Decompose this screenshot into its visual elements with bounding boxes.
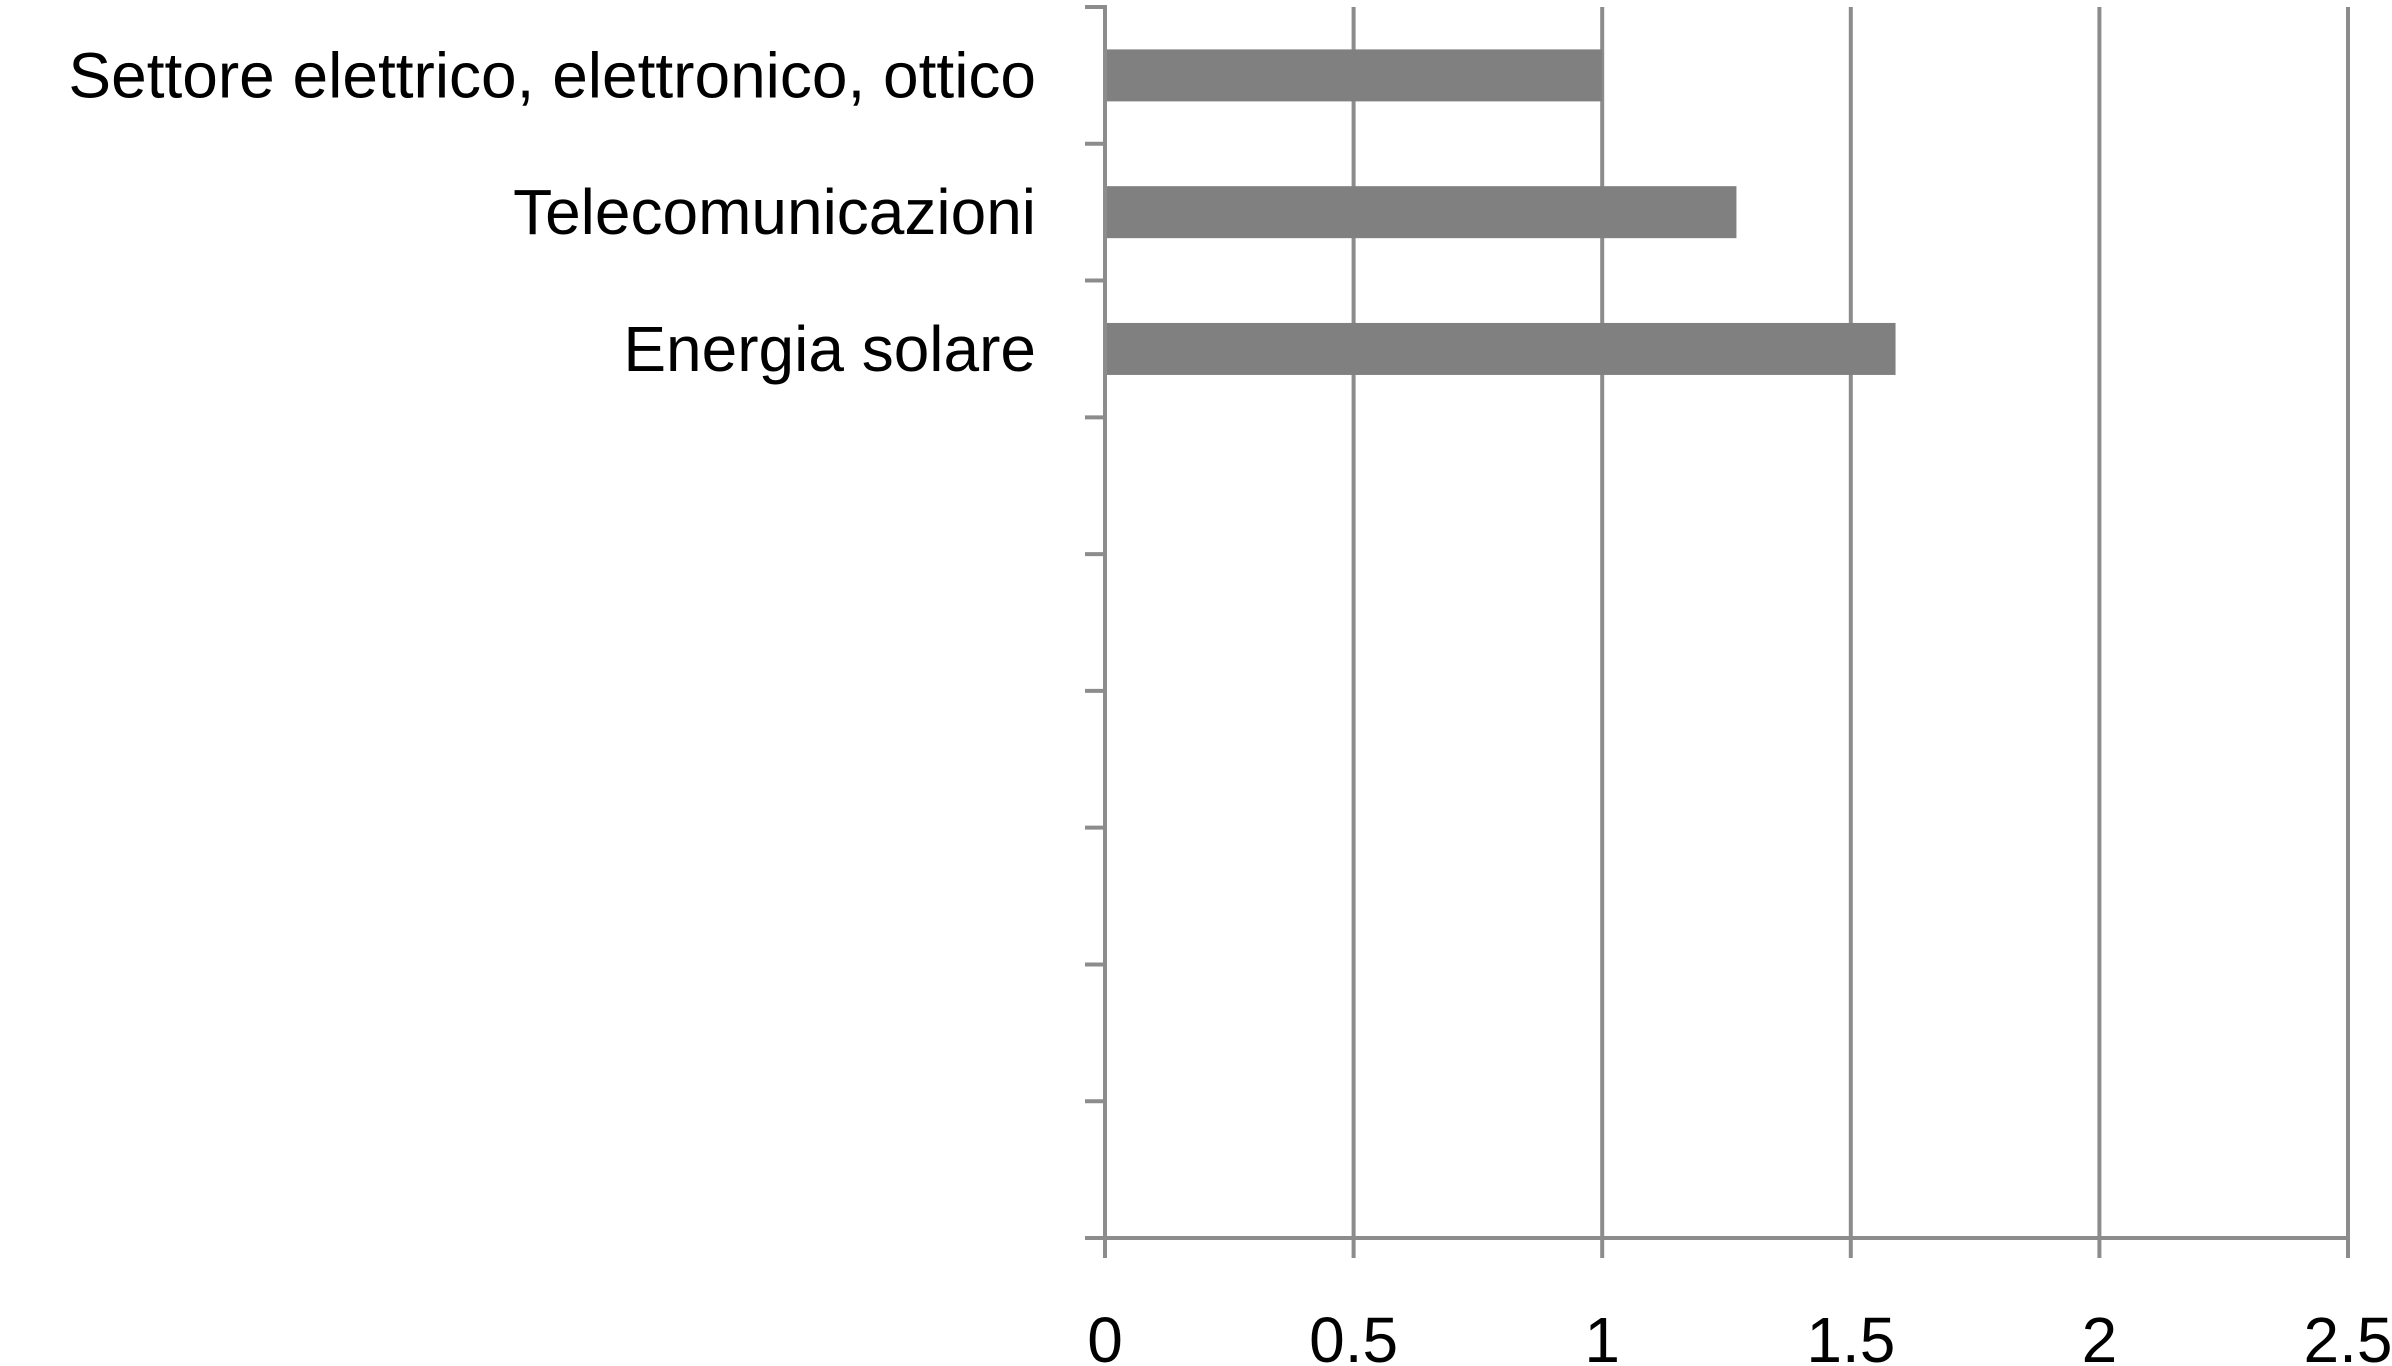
bar <box>1105 49 1603 102</box>
category-label: Telecomunicazioni <box>513 176 1036 248</box>
bars <box>1105 49 1896 375</box>
axes <box>1085 5 2350 1258</box>
x-tick-label: 1 <box>1584 1304 1620 1366</box>
x-tick-label: 2.5 <box>2304 1304 2392 1366</box>
bar <box>1105 186 1737 239</box>
labels: 0 0.5 1 1.5 2 2.5 Settore elettrico, elettroni… <box>68 39 2392 1366</box>
category-label: Settore elettrico, elettronico, ottico <box>68 39 1036 111</box>
x-tick-label: 1.5 <box>1806 1304 1895 1366</box>
x-tick-label: 2 <box>2082 1304 2118 1366</box>
category-label: Energia solare <box>623 313 1036 385</box>
x-tick-label: 0 <box>1087 1304 1123 1366</box>
x-tick-label: 0.5 <box>1309 1304 1398 1366</box>
bar <box>1105 322 1896 375</box>
